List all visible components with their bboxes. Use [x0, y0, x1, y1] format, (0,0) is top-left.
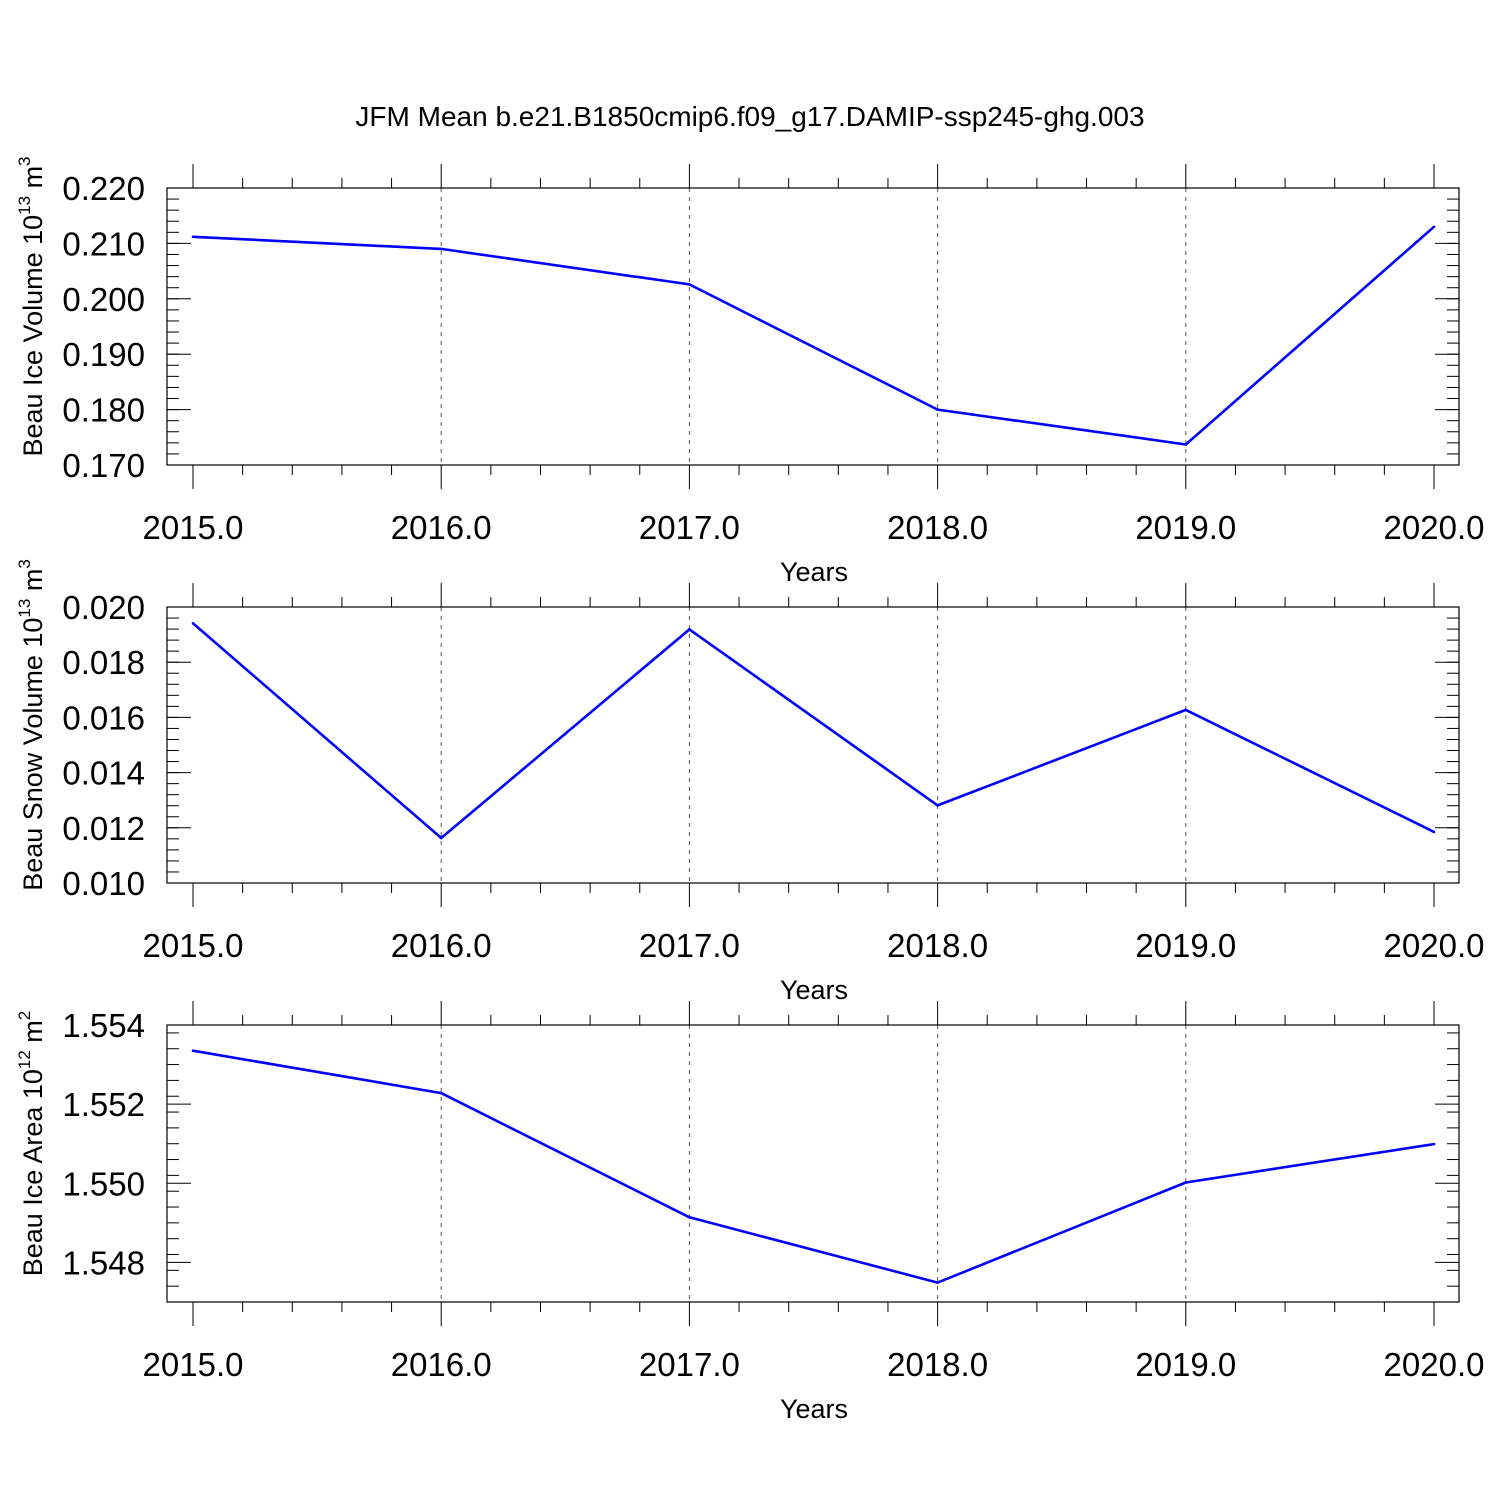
- data-point: [191, 235, 195, 239]
- y-tick-label: 1.550: [62, 1165, 145, 1202]
- y-axis-title-unit: m: [18, 1020, 48, 1050]
- y-tick-label: 1.554: [62, 1007, 145, 1044]
- y-axis-title: Beau Ice Area 1012 m2: [15, 1011, 48, 1277]
- y-tick-label: 0.220: [62, 170, 145, 207]
- x-tick-label: 2020.0: [1384, 927, 1485, 964]
- y-axis-title-unit-exponent: 2: [15, 1011, 34, 1020]
- data-point: [688, 283, 691, 286]
- data-point: [1432, 830, 1436, 834]
- x-tick-label: 2019.0: [1135, 1346, 1236, 1383]
- data-point: [1184, 443, 1188, 446]
- y-axis-title-unit-exponent: 3: [15, 559, 34, 568]
- y-tick-label: 0.018: [62, 644, 145, 681]
- y-tick-label: 1.548: [62, 1244, 145, 1281]
- y-tick-label: 0.010: [62, 865, 145, 902]
- data-point: [1184, 708, 1188, 712]
- y-tick-label: 0.012: [62, 810, 145, 847]
- y-axis-title-unit: m: [18, 166, 48, 196]
- chart-panel-1: 2015.0 2016.0 2017.0 2018.0 2019.0 2020.0 0.17…: [15, 156, 1484, 587]
- x-tick-label: 2017.0: [639, 927, 740, 964]
- y-tick-label: 0.190: [62, 336, 145, 373]
- y-axis-title-text: Beau Snow Volume 10: [18, 618, 48, 891]
- x-tick-label: 2018.0: [887, 509, 988, 546]
- chart-title: JFM Mean b.e21.B1850cmip6.f09_g17.DAMIP-…: [355, 101, 1144, 132]
- x-tick-label: 2019.0: [1135, 509, 1236, 546]
- x-tick-label: 2020.0: [1384, 509, 1485, 546]
- x-tick-label: 2015.0: [143, 1346, 244, 1383]
- y-axis-title-unit-exponent: 3: [15, 156, 34, 165]
- data-point: [688, 628, 691, 631]
- y-axis-title-exponent: 13: [15, 599, 34, 618]
- x-tick-label: 2016.0: [391, 1346, 492, 1383]
- data-point: [1432, 225, 1436, 229]
- y-tick-label: 0.200: [62, 281, 145, 318]
- data-point: [936, 408, 939, 411]
- y-tick-label: 0.016: [62, 699, 145, 736]
- x-tick-label: 2017.0: [639, 509, 740, 546]
- plot-frame: [166, 187, 1460, 466]
- x-axis-title: Years: [780, 557, 848, 587]
- y-tick-label: 0.020: [62, 589, 145, 626]
- data-point: [439, 1091, 443, 1095]
- x-tick-label: 2016.0: [391, 927, 492, 964]
- data-point: [439, 247, 443, 251]
- y-axis-title-text: Beau Ice Volume 10: [18, 215, 48, 457]
- x-tick-label: 2016.0: [391, 509, 492, 546]
- y-tick-label: 0.014: [62, 755, 145, 792]
- x-tick-label: 2015.0: [143, 927, 244, 964]
- y-tick-label: 0.170: [62, 447, 145, 484]
- series-line: [192, 622, 1435, 840]
- x-tick-label: 2018.0: [887, 1346, 988, 1383]
- x-tick-label: 2015.0: [143, 509, 244, 546]
- x-tick-label: 2019.0: [1135, 927, 1236, 964]
- data-point: [936, 804, 939, 807]
- chart-panels: 2015.0 2016.0 2017.0 2018.0 2019.0 2020.0 0.17…: [15, 156, 1484, 1424]
- y-axis-title-unit: m: [18, 569, 48, 599]
- chart-panel-3: 2015.0 2016.0 2017.0 2018.0 2019.0 2020.0 1.54…: [15, 1001, 1484, 1424]
- y-axis-title-exponent: 12: [15, 1050, 34, 1069]
- data-point: [191, 1049, 195, 1053]
- series-line: [192, 1049, 1435, 1284]
- x-axis-title: Years: [780, 1394, 848, 1424]
- plot-frame: [166, 1024, 1460, 1303]
- data-point: [191, 621, 195, 625]
- x-tick-label: 2018.0: [887, 927, 988, 964]
- y-axis-title-text: Beau Ice Area 10: [18, 1069, 48, 1276]
- y-tick-label: 0.180: [62, 392, 145, 429]
- data-point: [936, 1281, 939, 1284]
- y-axis-title-exponent: 13: [15, 196, 34, 215]
- data-point: [439, 836, 443, 840]
- y-axis-title: Beau Snow Volume 1013 m3: [15, 559, 48, 891]
- y-tick-label: 0.210: [62, 225, 145, 262]
- data-point: [1432, 1142, 1436, 1146]
- x-axis-title: Years: [780, 975, 848, 1005]
- y-axis-title: Beau Ice Volume 1013 m3: [15, 156, 48, 456]
- x-tick-label: 2020.0: [1384, 1346, 1485, 1383]
- data-point: [688, 1216, 691, 1219]
- data-point: [1184, 1181, 1188, 1184]
- series-line: [192, 225, 1435, 446]
- chart-panel-2: 2015.0 2016.0 2017.0 2018.0 2019.0 2020.0 0.01…: [15, 559, 1484, 1005]
- plot-frame: [166, 606, 1460, 884]
- y-tick-label: 1.552: [62, 1086, 145, 1123]
- x-tick-label: 2017.0: [639, 1346, 740, 1383]
